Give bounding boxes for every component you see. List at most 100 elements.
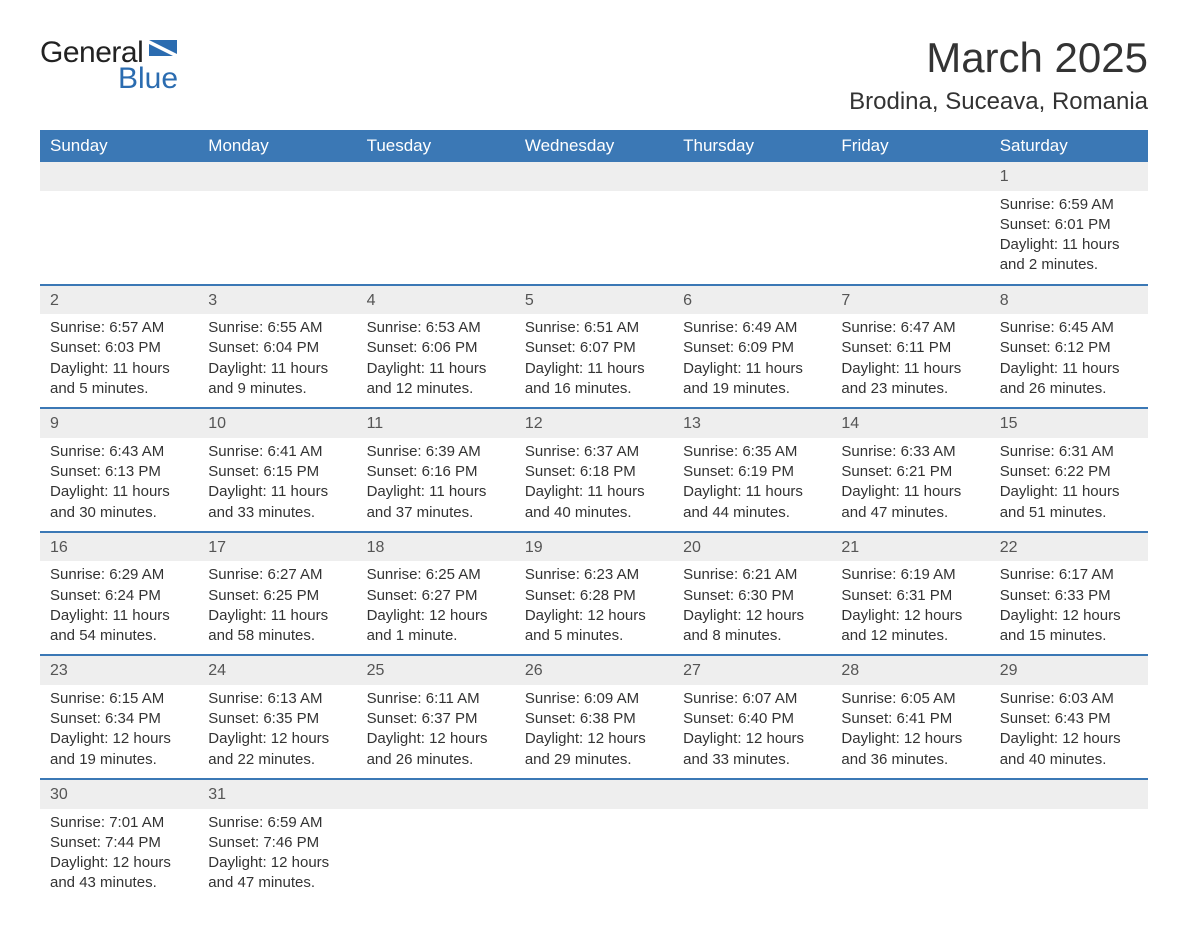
sunset-text: Sunset: 6:37 PM (367, 709, 505, 729)
day-number-cell: 31 (198, 779, 356, 809)
day-detail-cell (990, 809, 1148, 902)
day-header: Saturday (990, 130, 1148, 162)
page: General Blue March 2025 Brodina, Suceava… (0, 0, 1188, 926)
day-detail-cell: Sunrise: 6:13 AMSunset: 6:35 PMDaylight:… (198, 685, 356, 779)
day-number-cell (990, 779, 1148, 809)
day-number-cell: 25 (357, 655, 515, 685)
day-detail-cell: Sunrise: 6:59 AMSunset: 6:01 PMDaylight:… (990, 191, 1148, 285)
day-detail-row: Sunrise: 6:57 AMSunset: 6:03 PMDaylight:… (40, 314, 1148, 408)
day-header: Tuesday (357, 130, 515, 162)
day-detail-cell: Sunrise: 6:43 AMSunset: 6:13 PMDaylight:… (40, 438, 198, 532)
day-number-cell: 11 (357, 408, 515, 438)
day-number-cell (40, 162, 198, 191)
daylight-text: Daylight: 12 hours and 29 minutes. (525, 729, 663, 770)
sunset-text: Sunset: 6:41 PM (841, 709, 979, 729)
day-detail-cell: Sunrise: 6:29 AMSunset: 6:24 PMDaylight:… (40, 561, 198, 655)
sunrise-text: Sunrise: 6:33 AM (841, 442, 979, 462)
day-detail-cell (673, 191, 831, 285)
calendar-body: 1Sunrise: 6:59 AMSunset: 6:01 PMDaylight… (40, 162, 1148, 902)
day-detail-cell (515, 809, 673, 902)
day-number-cell: 24 (198, 655, 356, 685)
sunset-text: Sunset: 6:27 PM (367, 586, 505, 606)
day-number-cell: 28 (831, 655, 989, 685)
daylight-text: Daylight: 11 hours and 58 minutes. (208, 606, 346, 647)
sunset-text: Sunset: 7:44 PM (50, 833, 188, 853)
day-number-cell (673, 779, 831, 809)
daylight-text: Daylight: 11 hours and 26 minutes. (1000, 359, 1138, 400)
day-detail-cell: Sunrise: 6:41 AMSunset: 6:15 PMDaylight:… (198, 438, 356, 532)
day-detail-cell: Sunrise: 6:37 AMSunset: 6:18 PMDaylight:… (515, 438, 673, 532)
day-detail-cell: Sunrise: 6:59 AMSunset: 7:46 PMDaylight:… (198, 809, 356, 902)
sunset-text: Sunset: 6:03 PM (50, 338, 188, 358)
day-detail-cell: Sunrise: 6:11 AMSunset: 6:37 PMDaylight:… (357, 685, 515, 779)
day-detail-cell: Sunrise: 6:51 AMSunset: 6:07 PMDaylight:… (515, 314, 673, 408)
sunrise-text: Sunrise: 6:15 AM (50, 689, 188, 709)
sunrise-text: Sunrise: 6:11 AM (367, 689, 505, 709)
day-detail-cell: Sunrise: 6:35 AMSunset: 6:19 PMDaylight:… (673, 438, 831, 532)
sunrise-text: Sunrise: 6:53 AM (367, 318, 505, 338)
day-number-cell: 2 (40, 285, 198, 315)
day-detail-cell (831, 191, 989, 285)
sunrise-text: Sunrise: 6:25 AM (367, 565, 505, 585)
day-detail-cell (831, 809, 989, 902)
day-number-cell (831, 162, 989, 191)
sunset-text: Sunset: 6:11 PM (841, 338, 979, 358)
sunset-text: Sunset: 6:34 PM (50, 709, 188, 729)
day-detail-cell: Sunrise: 6:33 AMSunset: 6:21 PMDaylight:… (831, 438, 989, 532)
day-header: Thursday (673, 130, 831, 162)
day-header: Wednesday (515, 130, 673, 162)
logo-text-blue: Blue (118, 62, 178, 96)
daylight-text: Daylight: 12 hours and 36 minutes. (841, 729, 979, 770)
sunrise-text: Sunrise: 6:37 AM (525, 442, 663, 462)
sunrise-text: Sunrise: 6:19 AM (841, 565, 979, 585)
day-number-cell: 13 (673, 408, 831, 438)
daylight-text: Daylight: 11 hours and 5 minutes. (50, 359, 188, 400)
sunrise-text: Sunrise: 6:55 AM (208, 318, 346, 338)
day-detail-cell: Sunrise: 6:27 AMSunset: 6:25 PMDaylight:… (198, 561, 356, 655)
daylight-text: Daylight: 11 hours and 12 minutes. (367, 359, 505, 400)
day-number-cell: 14 (831, 408, 989, 438)
day-detail-cell: Sunrise: 6:17 AMSunset: 6:33 PMDaylight:… (990, 561, 1148, 655)
sunrise-text: Sunrise: 6:57 AM (50, 318, 188, 338)
day-header: Monday (198, 130, 356, 162)
day-number-cell: 23 (40, 655, 198, 685)
sunrise-text: Sunrise: 6:35 AM (683, 442, 821, 462)
daylight-text: Daylight: 12 hours and 26 minutes. (367, 729, 505, 770)
daylight-text: Daylight: 11 hours and 2 minutes. (1000, 235, 1138, 276)
day-number-cell (198, 162, 356, 191)
sunrise-text: Sunrise: 6:47 AM (841, 318, 979, 338)
day-detail-cell: Sunrise: 6:53 AMSunset: 6:06 PMDaylight:… (357, 314, 515, 408)
daylight-text: Daylight: 11 hours and 9 minutes. (208, 359, 346, 400)
day-detail-cell (673, 809, 831, 902)
header: General Blue March 2025 Brodina, Suceava… (40, 24, 1148, 120)
daylight-text: Daylight: 11 hours and 33 minutes. (208, 482, 346, 523)
day-detail-cell: Sunrise: 6:55 AMSunset: 6:04 PMDaylight:… (198, 314, 356, 408)
sunset-text: Sunset: 6:25 PM (208, 586, 346, 606)
day-number-cell: 5 (515, 285, 673, 315)
sunset-text: Sunset: 6:04 PM (208, 338, 346, 358)
day-number-cell: 7 (831, 285, 989, 315)
day-detail-cell (198, 191, 356, 285)
day-number-cell: 21 (831, 532, 989, 562)
day-header-row: Sunday Monday Tuesday Wednesday Thursday… (40, 130, 1148, 162)
day-number-cell: 17 (198, 532, 356, 562)
day-detail-cell: Sunrise: 6:49 AMSunset: 6:09 PMDaylight:… (673, 314, 831, 408)
day-detail-cell: Sunrise: 7:01 AMSunset: 7:44 PMDaylight:… (40, 809, 198, 902)
day-number-cell: 26 (515, 655, 673, 685)
day-detail-cell (40, 191, 198, 285)
sunset-text: Sunset: 6:09 PM (683, 338, 821, 358)
sunset-text: Sunset: 6:21 PM (841, 462, 979, 482)
daylight-text: Daylight: 12 hours and 15 minutes. (1000, 606, 1138, 647)
sunset-text: Sunset: 6:18 PM (525, 462, 663, 482)
day-detail-cell (357, 809, 515, 902)
day-number-cell: 12 (515, 408, 673, 438)
daylight-text: Daylight: 11 hours and 37 minutes. (367, 482, 505, 523)
sunrise-text: Sunrise: 6:45 AM (1000, 318, 1138, 338)
daylight-text: Daylight: 11 hours and 16 minutes. (525, 359, 663, 400)
sunrise-text: Sunrise: 7:01 AM (50, 813, 188, 833)
day-number-cell: 16 (40, 532, 198, 562)
daylight-text: Daylight: 12 hours and 47 minutes. (208, 853, 346, 894)
sunset-text: Sunset: 6:31 PM (841, 586, 979, 606)
daylight-text: Daylight: 12 hours and 43 minutes. (50, 853, 188, 894)
daylight-text: Daylight: 11 hours and 23 minutes. (841, 359, 979, 400)
